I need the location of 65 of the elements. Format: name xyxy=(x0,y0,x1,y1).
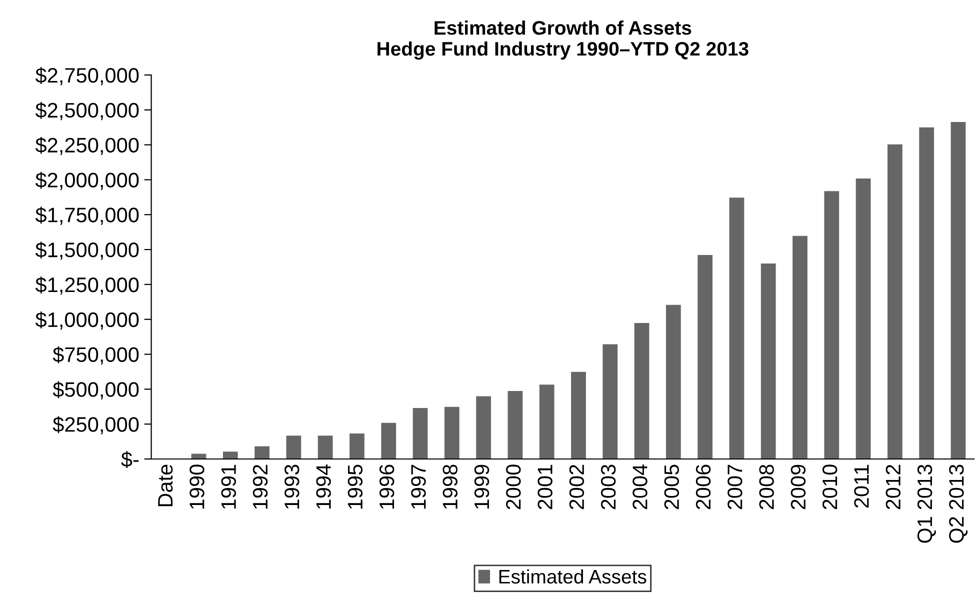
bar xyxy=(666,304,681,459)
x-tick-label: 2006 xyxy=(696,464,711,510)
bar xyxy=(222,452,238,459)
x-tick-label: 1995 xyxy=(348,464,363,509)
x-tick-label: 1992 xyxy=(252,464,268,509)
x-tick-label: 2000 xyxy=(506,464,521,510)
y-tick-label: $2,000,000 xyxy=(35,172,139,190)
bar xyxy=(760,264,776,459)
x-tick-label: 1999 xyxy=(474,464,490,509)
bar xyxy=(950,122,966,459)
bar xyxy=(350,433,364,459)
bar xyxy=(888,144,902,459)
x-tick-label: Q1 2013 xyxy=(917,464,936,543)
x-tick-label: 1990 xyxy=(190,464,204,509)
y-tick-label: $250,000 xyxy=(52,416,139,434)
x-tick-label: 1993 xyxy=(284,464,300,509)
x-tick-label: 2011 xyxy=(854,464,869,508)
x-tick-label: Date xyxy=(158,464,173,506)
x-tick-label: 2001 xyxy=(538,464,552,510)
x-tick-label: 1998 xyxy=(442,464,458,509)
y-tick-label: $500,000 xyxy=(52,381,139,400)
bar xyxy=(412,408,428,459)
y-tick-label: $1,250,000 xyxy=(35,276,139,295)
x-tick-label: Q2 2013 xyxy=(949,464,968,543)
x-tick-label: 2005 xyxy=(664,464,680,510)
y-tick-label: $1,750,000 xyxy=(35,206,139,225)
bar xyxy=(571,372,586,459)
bar xyxy=(381,422,396,459)
bar xyxy=(634,322,650,459)
x-tick-label: 1997 xyxy=(411,464,426,509)
bar xyxy=(919,127,934,459)
bar xyxy=(254,446,270,459)
y-tick-label: $750,000 xyxy=(52,346,139,364)
x-tick-label: 1991 xyxy=(221,464,236,509)
bar xyxy=(729,198,744,459)
x-tick-label: 2012 xyxy=(886,464,901,510)
x-tick-label: 1996 xyxy=(379,464,394,509)
x-tick-label: 2008 xyxy=(759,464,774,510)
bar xyxy=(602,344,618,459)
y-tick-label: $1,500,000 xyxy=(35,242,139,260)
x-tick-label: 2007 xyxy=(728,464,742,510)
chart-title: Estimated Growth of Assets Hedge Fund Industry 1990–YTD Q2 2013 xyxy=(378,20,748,60)
bar xyxy=(792,236,808,459)
bar xyxy=(508,390,523,459)
bar xyxy=(318,436,333,459)
bar xyxy=(539,384,554,459)
y-tick-label: $1,000,000 xyxy=(35,311,139,330)
legend-label: Estimated Assets xyxy=(499,569,646,584)
bar xyxy=(698,254,713,459)
bar xyxy=(286,436,302,459)
y-tick-label: $2,250,000 xyxy=(35,136,139,156)
x-tick-label: 2010 xyxy=(822,464,838,510)
x-tick-label: 1994 xyxy=(316,464,331,509)
bar xyxy=(824,191,840,459)
bar xyxy=(476,396,491,459)
bar xyxy=(856,178,871,459)
bar xyxy=(444,406,460,459)
x-tick-label: 2002 xyxy=(569,464,584,510)
x-tick-label: 2009 xyxy=(790,464,806,510)
y-tick-label: $- xyxy=(121,451,139,468)
x-tick-label: 2004 xyxy=(632,464,648,510)
x-tick-label: 2003 xyxy=(600,464,616,510)
y-tick-label: $2,500,000 xyxy=(35,102,139,120)
y-tick-label: $2,750,000 xyxy=(35,67,139,86)
bar xyxy=(191,454,206,459)
